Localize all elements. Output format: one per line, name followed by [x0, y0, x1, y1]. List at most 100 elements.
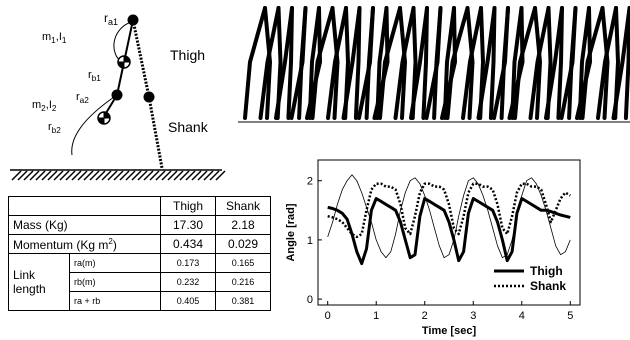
ground-hatch: [143, 170, 154, 181]
y-tick-label: 2: [307, 176, 313, 188]
stick-frame: [432, 6, 443, 120]
table-row: ra + rb 0.405 0.381: [9, 291, 271, 311]
cell: 2.18: [215, 215, 271, 235]
stick-frame: [556, 6, 564, 120]
stick-frame: [442, 6, 456, 120]
stick-frame: [263, 6, 273, 120]
row-label: rb(m): [69, 272, 161, 292]
label-subscript: 2: [52, 104, 57, 113]
ground-hatch: [125, 170, 136, 181]
y-tick-label: 0: [307, 294, 313, 306]
stick-frame: [513, 6, 537, 120]
stick-frame: [510, 6, 524, 120]
diagram-label: ra2: [76, 91, 89, 105]
ground-hatch: [215, 170, 226, 181]
stick-frame: [421, 6, 429, 120]
stick-frame: [307, 6, 321, 120]
stick-frame: [364, 6, 375, 120]
ground-hatch: [53, 170, 64, 181]
parameter-table: Thigh Shank Mass (Kg) 17.30 2.18 Momentum (…: [8, 196, 271, 311]
ground-hatch: [59, 170, 70, 181]
ground-hatch: [77, 170, 88, 181]
diagram-label: ra1: [104, 11, 118, 27]
stick-frame: [580, 6, 605, 120]
label-part: Momentum (Kg m: [13, 237, 109, 252]
ground-hatch: [167, 170, 178, 181]
stick-frame: [577, 6, 591, 120]
cell: 0.434: [160, 234, 216, 254]
ground-hatch: [119, 170, 130, 181]
ground-hatch: [107, 170, 118, 181]
group-label: Link length: [8, 253, 70, 311]
stick-frame: [258, 6, 281, 120]
legend-label: Shank: [530, 279, 566, 293]
cell: 0.216: [215, 272, 271, 292]
plot-frame: [317, 159, 581, 306]
label-text: Thigh: [170, 47, 205, 63]
series-line: [327, 174, 571, 259]
stick-frame: [398, 6, 408, 120]
row-label: ra + rb: [69, 291, 161, 311]
stick-frame: [596, 6, 618, 120]
table-row: Momentum (Kg m2) 0.434 0.029: [8, 234, 271, 254]
ground-hatch: [71, 170, 82, 181]
stick-frame: [326, 6, 348, 120]
ground-hatch: [173, 170, 184, 181]
stick-frame: [297, 6, 308, 120]
label-part: ): [112, 237, 117, 252]
label-text: r: [104, 11, 108, 25]
label-text: r: [48, 121, 52, 133]
ground-hatch: [131, 170, 142, 181]
stick-frame: [393, 6, 416, 120]
stick-frame: [330, 6, 340, 120]
stick-frame: [533, 6, 543, 120]
cell: 0.232: [160, 272, 216, 292]
row-label: ra(m): [69, 253, 161, 273]
stick-frame: [528, 6, 551, 120]
cell: 0.381: [215, 291, 271, 311]
label-part: Link: [13, 268, 36, 282]
stick-frame: [353, 6, 362, 120]
x-tick-label: 3: [470, 310, 476, 322]
ground-hatch: [149, 170, 160, 181]
label-text: m: [42, 31, 51, 43]
series-line: [327, 182, 571, 239]
ground-hatch: [47, 170, 58, 181]
stick-frame: [461, 6, 483, 120]
ground-hatch: [209, 170, 220, 181]
table-row: rb(m) 0.232 0.216: [9, 272, 271, 292]
x-tick-label: 5: [567, 310, 573, 322]
ground-hatch: [65, 170, 76, 181]
label-subscript: a1: [108, 17, 118, 27]
ground-hatch: [29, 170, 40, 181]
label-part: length: [13, 282, 46, 296]
cell: 0.173: [160, 253, 216, 273]
model-diagram: [10, 14, 226, 181]
label-text: m: [32, 99, 41, 111]
ground-hatch: [23, 170, 34, 181]
stick-frame: [310, 6, 335, 120]
x-tick-label: 0: [325, 310, 331, 322]
cell: [8, 196, 161, 216]
y-axis-label: Angle [rad]: [285, 203, 297, 261]
stick-frame: [445, 6, 470, 120]
label-text: ,I: [46, 99, 52, 111]
label-subscript: b1: [92, 74, 102, 83]
stick-frame: [465, 6, 475, 120]
ground-hatch: [83, 170, 94, 181]
col-head: Shank: [215, 196, 271, 216]
table-row: Mass (Kg) 17.30 2.18: [8, 215, 271, 235]
stick-frame: [286, 6, 294, 120]
cell: 0.029: [215, 234, 271, 254]
cell: 0.165: [215, 253, 271, 273]
label-sup: 2: [108, 236, 113, 246]
x-axis-label: Time [sec]: [422, 325, 477, 337]
ground-hatch: [185, 170, 196, 181]
x-tick-label: 1: [373, 310, 379, 322]
x-tick-label: 2: [422, 310, 428, 322]
row-label: Momentum (Kg m2): [8, 234, 161, 254]
stick-frame: [499, 6, 510, 120]
diagram-label: Shank: [168, 119, 209, 135]
stick-frame: [375, 6, 389, 120]
